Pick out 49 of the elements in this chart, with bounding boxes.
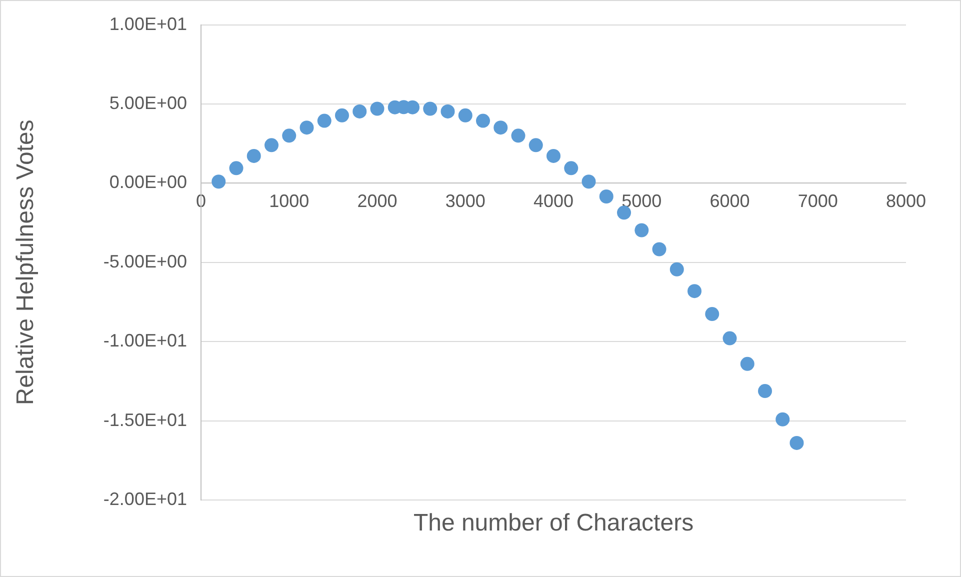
x-axis-title: The number of Characters: [413, 510, 694, 537]
y-tick-label: 5.00E+00: [109, 92, 187, 113]
point: [617, 206, 631, 220]
point: [300, 120, 314, 135]
point: [494, 120, 508, 135]
y-tick-label: -1.50E+01: [103, 410, 187, 430]
y-tick-label: -5.00E+00: [103, 251, 187, 272]
point: [582, 174, 596, 189]
point: [758, 384, 772, 398]
y-axis-title: Relative Helpfulness Votes: [12, 120, 40, 406]
point: [335, 108, 349, 122]
point: [476, 114, 490, 128]
point: [352, 104, 367, 118]
y-tick-label: 1.00E+01: [109, 14, 187, 34]
x-tick-label: 6000: [710, 190, 750, 211]
point: [790, 436, 804, 450]
x-tick-label: 7000: [798, 190, 838, 211]
point: [688, 284, 702, 298]
point: [599, 190, 614, 204]
point: [282, 128, 296, 143]
point: [317, 114, 332, 128]
point: [776, 412, 790, 426]
y-tick-label: -2.00E+01: [103, 488, 187, 509]
x-tick-label: 4000: [533, 190, 574, 211]
point: [705, 307, 720, 322]
point: [246, 148, 261, 163]
point: [423, 102, 438, 116]
point: [528, 138, 543, 152]
point: [264, 138, 278, 152]
y-tick-label: -1.00E+01: [103, 330, 187, 351]
point: [370, 102, 384, 116]
point: [652, 242, 666, 256]
point: [440, 104, 455, 118]
x-tick-label: 1000: [269, 190, 310, 211]
x-tick-label: 2000: [357, 190, 398, 211]
point: [634, 223, 649, 238]
point: [740, 356, 754, 371]
x-tick-label: 8000: [886, 190, 926, 211]
point: [511, 128, 526, 143]
point: [670, 262, 684, 276]
point: [458, 108, 472, 122]
point: [722, 331, 737, 346]
point: [212, 174, 226, 189]
point: [546, 148, 560, 163]
x-tick-label: 3000: [445, 190, 486, 211]
point: [229, 161, 244, 176]
point: [564, 161, 578, 176]
x-tick-label: 5000: [622, 190, 662, 211]
y-tick-label: 0.00E+00: [109, 172, 187, 192]
